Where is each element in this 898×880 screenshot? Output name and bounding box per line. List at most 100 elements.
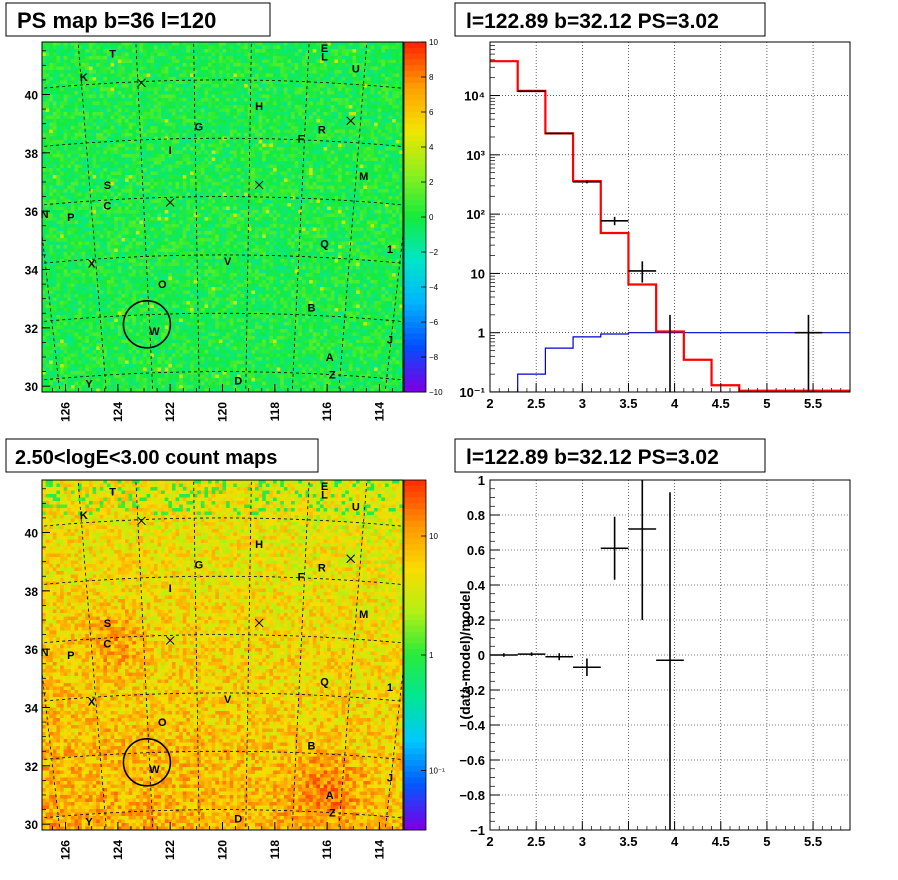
source-marker-label: O bbox=[158, 279, 167, 291]
residual-y-tick-label: −0.6 bbox=[459, 753, 485, 768]
map-y-tick-label: 32 bbox=[25, 760, 39, 774]
map-y-tick-label: 34 bbox=[25, 702, 39, 716]
source-marker-label: T bbox=[109, 49, 116, 61]
source-marker-label: J bbox=[387, 335, 393, 347]
source-marker-label: B bbox=[307, 740, 315, 752]
residual-y-tick-label: −0.8 bbox=[459, 788, 485, 803]
source-marker-label: G bbox=[195, 122, 204, 134]
map-x-tick-label: 126 bbox=[59, 840, 73, 860]
count-map-title: 2.50<logE<3.00 count maps bbox=[15, 447, 277, 469]
source-marker-label: F bbox=[298, 571, 305, 583]
source-marker-label: W bbox=[149, 326, 160, 338]
spectrum-x-tick-label: 4.5 bbox=[712, 396, 730, 411]
colorbar-tick-label: −2 bbox=[429, 248, 439, 257]
source-marker-label: Q bbox=[320, 238, 329, 250]
map-y-tick-label: 38 bbox=[25, 585, 39, 599]
source-marker-label: C bbox=[103, 638, 111, 650]
map-y-tick-label: 32 bbox=[25, 322, 39, 336]
colorbar-tick-label: 4 bbox=[429, 143, 434, 152]
residual-y-tick-label: 1 bbox=[478, 473, 485, 488]
source-marker-label: P bbox=[67, 650, 74, 662]
source-marker-label: 1 bbox=[387, 682, 393, 694]
map-x-tick-label: 114 bbox=[372, 402, 386, 422]
residual-x-tick-label: 4 bbox=[671, 834, 679, 849]
colorbar-tick-label: 6 bbox=[429, 108, 434, 117]
source-marker-label: A bbox=[326, 790, 334, 802]
map-x-tick-label: 116 bbox=[320, 840, 334, 860]
map-y-tick-label: 40 bbox=[25, 527, 39, 541]
figure-canvas: TELUKHGRFIMSCNPQ1VXOBWJAZDY 126124122120… bbox=[0, 0, 898, 875]
spectrum-x-tick-label: 5.5 bbox=[804, 396, 822, 411]
map-x-tick-label: 122 bbox=[163, 402, 177, 422]
map-y-tick-label: 30 bbox=[25, 380, 39, 394]
source-marker-label: H bbox=[255, 101, 263, 113]
source-marker-label: K bbox=[80, 72, 88, 84]
source-marker-label: Q bbox=[320, 676, 329, 688]
residual-y-tick-label: −1 bbox=[470, 823, 485, 838]
map-x-tick-label: 124 bbox=[111, 840, 125, 860]
colorbar-tick-label: 8 bbox=[429, 73, 434, 82]
map-y-tick-label: 30 bbox=[25, 818, 39, 832]
map-y-tick-label: 38 bbox=[25, 147, 39, 161]
residual-x-tick-label: 5.5 bbox=[804, 834, 822, 849]
residual-y-tick-label: 0.6 bbox=[467, 543, 485, 558]
map-y-tick-label: 36 bbox=[25, 643, 39, 657]
source-marker-label: G bbox=[195, 560, 204, 572]
spectrum-x-tick-label: 2.5 bbox=[527, 396, 545, 411]
colorbar-tick-label: 10 bbox=[429, 532, 438, 541]
source-marker-label: V bbox=[224, 694, 232, 706]
source-marker-label: Z bbox=[329, 370, 336, 382]
source-marker-label: P bbox=[67, 212, 74, 224]
spectrum-y-tick-label: 10² bbox=[466, 207, 485, 222]
source-marker-label: D bbox=[234, 375, 242, 387]
residual-x-tick-label: 5 bbox=[763, 834, 770, 849]
colorbar-tick-label: −6 bbox=[429, 318, 439, 327]
map-x-tick-label: 118 bbox=[268, 840, 282, 860]
source-marker-label: M bbox=[359, 609, 368, 621]
source-marker-label: 1 bbox=[387, 244, 393, 256]
colorbar-tick-label: −4 bbox=[429, 283, 439, 292]
count-map-pixels bbox=[42, 480, 403, 830]
colorbar-tick-label: 10 bbox=[429, 38, 438, 47]
source-marker-label: I bbox=[169, 145, 172, 157]
source-marker-label: Z bbox=[329, 808, 336, 820]
source-marker-label: R bbox=[318, 125, 326, 137]
colorbar-tick-label: 1 bbox=[429, 651, 434, 660]
map-x-tick-label: 120 bbox=[216, 840, 230, 860]
source-marker-label: T bbox=[109, 487, 116, 499]
source-marker-label: F bbox=[298, 133, 305, 145]
colorbar-tick-label: −8 bbox=[429, 353, 439, 362]
map-x-tick-label: 114 bbox=[372, 840, 386, 860]
residual-x-tick-label: 2.5 bbox=[527, 834, 545, 849]
source-marker-label: V bbox=[224, 256, 232, 268]
map-x-tick-label: 126 bbox=[59, 402, 73, 422]
source-marker-label: D bbox=[234, 813, 242, 825]
residual-y-tick-label: 0 bbox=[478, 648, 485, 663]
map-x-tick-label: 122 bbox=[163, 840, 177, 860]
residual-y-axis-label: (data-model)/model bbox=[457, 590, 473, 719]
source-marker-label: S bbox=[104, 180, 111, 192]
source-marker-label: H bbox=[255, 539, 263, 551]
source-marker-label: Y bbox=[85, 378, 93, 390]
colorbar-tick-label: 2 bbox=[429, 178, 434, 187]
ps-map-title: PS map b=36 l=120 bbox=[17, 8, 216, 33]
source-marker-label: A bbox=[326, 352, 334, 364]
source-marker-label: R bbox=[318, 563, 326, 575]
source-marker-label: Y bbox=[85, 816, 93, 828]
source-marker-label: W bbox=[149, 764, 160, 776]
map-y-tick-label: 34 bbox=[25, 264, 39, 278]
source-marker-label: S bbox=[104, 618, 111, 630]
map-x-tick-label: 116 bbox=[320, 402, 334, 422]
spectrum-y-tick-label: 10⁴ bbox=[464, 89, 485, 104]
map-y-tick-label: 40 bbox=[25, 89, 39, 103]
source-marker-label: X bbox=[88, 697, 96, 709]
source-marker-label: I bbox=[169, 583, 172, 595]
spectrum-y-tick-label: 10⁻¹ bbox=[459, 385, 485, 400]
spectrum-x-tick-label: 3 bbox=[579, 396, 586, 411]
map-x-tick-label: 124 bbox=[111, 402, 125, 422]
spectrum-x-tick-label: 5 bbox=[763, 396, 770, 411]
